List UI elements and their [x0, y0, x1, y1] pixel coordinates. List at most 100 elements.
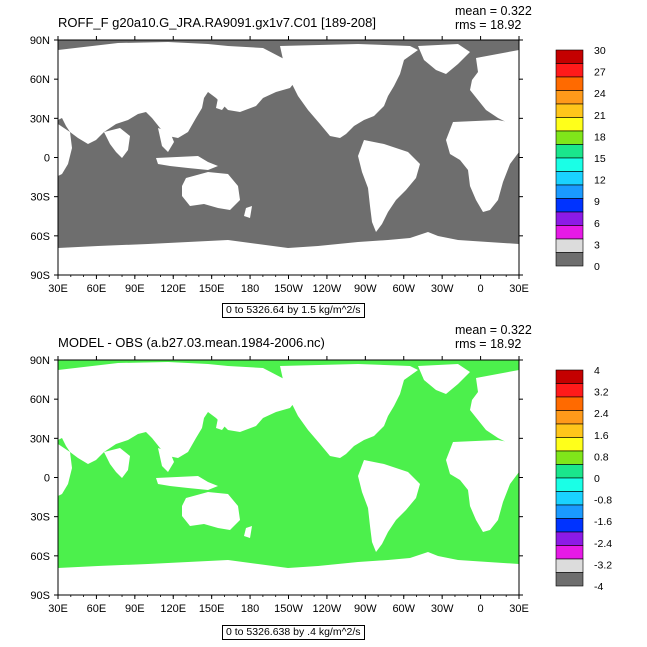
panel1-colorbar-label: 12 — [594, 175, 606, 187]
panel1-colorbar-swatch — [555, 76, 584, 91]
panel2-lon-label: 0 — [478, 603, 484, 615]
panel1-lon-label: 30E — [48, 283, 68, 295]
panel2-colorbar-swatch — [555, 572, 584, 587]
panel2-lon-label: 30W — [431, 603, 454, 615]
panel2-lon-label: 30E — [48, 603, 68, 615]
panel1-colorbar-label: 21 — [594, 110, 606, 122]
panel1-lat-label: 60N — [30, 74, 50, 86]
panel2-lon-label: 150W — [274, 603, 303, 615]
panel2-colorbar-swatch — [555, 383, 584, 398]
panel1-colorbar-swatch — [555, 211, 584, 226]
panel2-lat-label: 90N — [30, 355, 50, 367]
panel2-colorbar-label: -2.4 — [594, 538, 612, 550]
panel1-mean: mean = 0.322 — [455, 4, 532, 18]
panel2-colorbar-label: -3.2 — [594, 559, 612, 571]
panel2-lon-label: 120E — [160, 603, 186, 615]
panel1-colorbar-swatch — [555, 117, 584, 132]
panel1-lon-label: 180 — [241, 283, 259, 295]
panel2-colorbar-swatch — [555, 437, 584, 452]
panel2-lon-label: 120W — [313, 603, 342, 615]
panel2-lat-label: 0 — [44, 473, 50, 485]
panel1-colorbar-swatch — [555, 103, 584, 118]
panel1-lon-label: 30W — [431, 283, 454, 295]
panel1-title: ROFF_F g20a10.G_JRA.RA9091.gx1v7.C01 [18… — [58, 15, 376, 30]
panel2-colorbar-swatch — [555, 396, 584, 411]
panel2-lon-label: 90E — [125, 603, 145, 615]
panel1-colorbar-label: 18 — [594, 131, 606, 143]
panel2-colorbar-label: 0.8 — [594, 451, 609, 463]
panel1-colorbar-swatch — [555, 130, 584, 145]
panel2-colorbar-swatch — [555, 545, 584, 560]
panel1-colorbar-label: 30 — [594, 45, 606, 57]
panel1-lat-label: 90N — [30, 35, 50, 47]
panel2-title: MODEL - OBS (a.b27.03.mean.1984-2006.nc) — [58, 335, 325, 350]
panel1-lon-label: 120W — [313, 283, 342, 295]
panel2-colorbar-swatch — [555, 531, 584, 546]
panel2-contour-info: 0 to 5326.638 by .4 kg/m^2/s — [222, 625, 365, 640]
panel2-lon-label: 180 — [241, 603, 259, 615]
panel2-colorbar-label: 1.6 — [594, 430, 609, 442]
panel1-lat-label: 0 — [44, 153, 50, 165]
panel1-colorbar-swatch — [555, 144, 584, 159]
panel1-lat-label: 60S — [30, 231, 50, 243]
panel2-colorbar-swatch — [555, 410, 584, 425]
panel2-lon-label: 60E — [87, 603, 107, 615]
panel1-colorbar-swatch — [555, 90, 584, 105]
panel2-colorbar-swatch — [555, 369, 584, 384]
panel1-colorbar-label: 9 — [594, 196, 600, 208]
panel2-colorbar-swatch — [555, 477, 584, 492]
panel2-lon-label: 30E — [509, 603, 529, 615]
panel2-colorbar-label: 3.2 — [594, 387, 609, 399]
panel1-lon-label: 60E — [87, 283, 107, 295]
panel1-rms: rms = 18.92 — [455, 18, 522, 32]
panel2-colorbar-swatch — [555, 491, 584, 506]
panel1-lon-label: 30E — [509, 283, 529, 295]
panel2-colorbar-label: -0.8 — [594, 495, 612, 507]
panel1-lon-label: 90W — [354, 283, 377, 295]
panel1-colorbar-swatch — [555, 198, 584, 213]
panel2-lon-label: 150E — [199, 603, 225, 615]
panel2-colorbar-swatch — [555, 558, 584, 573]
panel2-colorbar-label: -1.6 — [594, 516, 612, 528]
panel2-lat-label: 30S — [30, 512, 50, 524]
panel1-lon-label: 150W — [274, 283, 303, 295]
panel1-lon-label: 120E — [160, 283, 186, 295]
panel2-colorbar-swatch — [555, 423, 584, 438]
panel1-lat-label: 30S — [30, 192, 50, 204]
panel1-lon-label: 60W — [392, 283, 415, 295]
panel2-colorbar-label: 2.4 — [594, 408, 609, 420]
panel1-lat-label: 90S — [30, 270, 50, 282]
panel2-lon-label: 60W — [392, 603, 415, 615]
panel1-colorbar-swatch — [555, 225, 584, 240]
colorbar-layer: 30272421181512963043.22.41.60.80-0.8-1.6… — [555, 45, 612, 593]
panel2-map — [58, 360, 519, 595]
panel1-colorbar-swatch — [555, 63, 584, 78]
panel2-colorbar-swatch — [555, 464, 584, 479]
panel2-colorbar-swatch — [555, 518, 584, 533]
panel2-rms: rms = 18.92 — [455, 337, 522, 351]
panel2-colorbar-label: 4 — [594, 365, 600, 377]
panel2-lat-label: 60S — [30, 551, 50, 563]
panel2-mean: mean = 0.322 — [455, 323, 532, 337]
panel1-colorbar-label: 3 — [594, 239, 600, 251]
panel2-colorbar-label: -4 — [594, 581, 603, 593]
panel1-lon-label: 90E — [125, 283, 145, 295]
panel1-colorbar-swatch — [555, 171, 584, 186]
panel1-lon-label: 150E — [199, 283, 225, 295]
panel1-colorbar-swatch — [555, 157, 584, 172]
panel2-colorbar-swatch — [555, 450, 584, 465]
panel1-colorbar-label: 27 — [594, 67, 606, 79]
panel1-colorbar-label: 6 — [594, 218, 600, 230]
panel1-lon-label: 0 — [478, 283, 484, 295]
panel2-lat-label: 30N — [30, 433, 50, 445]
panel2-lon-label: 90W — [354, 603, 377, 615]
panel2-lat-label: 60N — [30, 394, 50, 406]
panel1-contour-info: 0 to 5326.64 by 1.5 kg/m^2/s — [222, 303, 365, 318]
panel1-map — [58, 40, 519, 275]
panel1-lat-label: 30N — [30, 113, 50, 125]
panel1-colorbar-swatch — [555, 184, 584, 199]
panel1-colorbar-swatch — [555, 49, 584, 64]
panel1-colorbar-swatch — [555, 238, 584, 253]
